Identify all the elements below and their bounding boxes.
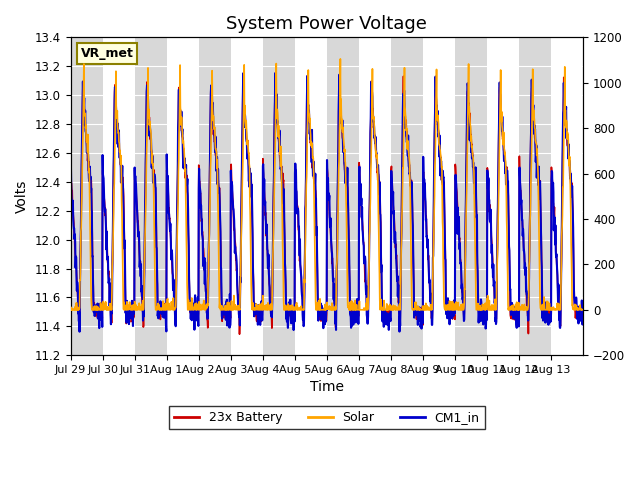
Bar (551, 37, 583, 355)
Bar (487, 37, 519, 355)
Text: VR_met: VR_met (81, 47, 134, 60)
Bar (359, 37, 391, 355)
Bar (134, 37, 166, 355)
Bar (327, 37, 359, 355)
Bar (102, 37, 134, 355)
Bar (70, 37, 102, 355)
Bar (263, 37, 295, 355)
Legend: 23x Battery, Solar, CM1_in: 23x Battery, Solar, CM1_in (169, 406, 484, 429)
Bar (519, 37, 551, 355)
Bar (166, 37, 198, 355)
X-axis label: Time: Time (310, 381, 344, 395)
Bar (455, 37, 487, 355)
Bar (198, 37, 231, 355)
Bar (423, 37, 455, 355)
Bar (231, 37, 263, 355)
Bar (391, 37, 423, 355)
Title: System Power Voltage: System Power Voltage (227, 15, 428, 33)
Bar (295, 37, 327, 355)
Y-axis label: Volts: Volts (15, 180, 29, 213)
